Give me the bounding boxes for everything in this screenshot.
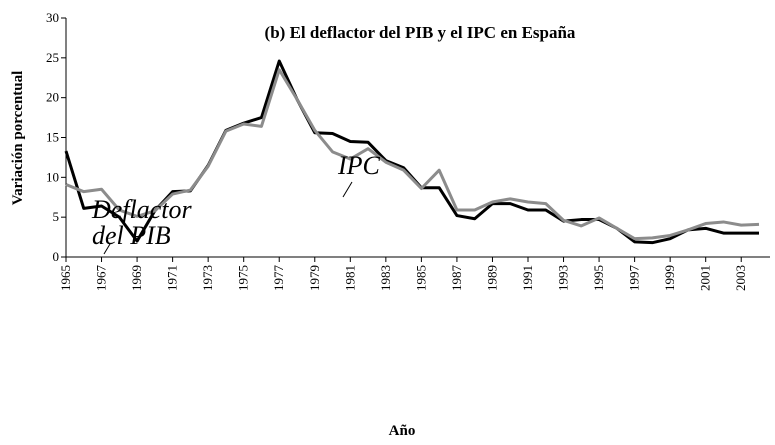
y-axis-label: Variación porcentual [10,71,26,206]
x-tick-label: 1987 [449,265,464,292]
x-tick-label: 1969 [129,265,144,291]
x-tick-label: 1977 [271,265,286,292]
y-tick-label: 0 [53,249,60,264]
series-label: del PIB [92,221,171,250]
y-tick-label: 10 [46,169,59,184]
x-tick-label: 1991 [520,265,535,291]
x-tick-label: 2001 [698,265,713,291]
x-tick-label: 1965 [58,265,73,291]
leader-line [342,181,353,198]
y-tick-label: 20 [46,90,59,105]
leader-line [103,243,111,255]
x-tick-label: 1971 [165,265,180,291]
y-tick-label: 5 [53,209,60,224]
x-tick-label: 1985 [413,265,428,291]
x-tick-label: 1981 [342,265,357,291]
series-label: IPC [337,151,381,180]
y-tick-label: 15 [46,130,59,145]
y-tick-label: 25 [46,50,59,65]
x-axis-label: Año [389,423,416,439]
y-tick-label: 30 [46,10,59,25]
series-label: Deflactor [91,195,193,224]
x-tick-label: 2003 [733,265,748,291]
x-tick-label: 1983 [378,265,393,291]
x-tick-label: 1989 [484,265,499,291]
x-tick-label: 1967 [94,265,109,292]
chart-title: (b) El deflactor del PIB y el IPC en Esp… [265,23,576,42]
x-tick-label: 1997 [627,265,642,292]
x-tick-label: 1973 [200,265,215,291]
x-tick-label: 1979 [307,265,322,291]
x-tick-label: 1993 [556,265,571,291]
series-line [65,68,760,241]
x-tick-label: 1999 [662,265,677,291]
x-tick-label: 1975 [236,265,251,291]
x-tick-label: 1995 [591,265,606,291]
